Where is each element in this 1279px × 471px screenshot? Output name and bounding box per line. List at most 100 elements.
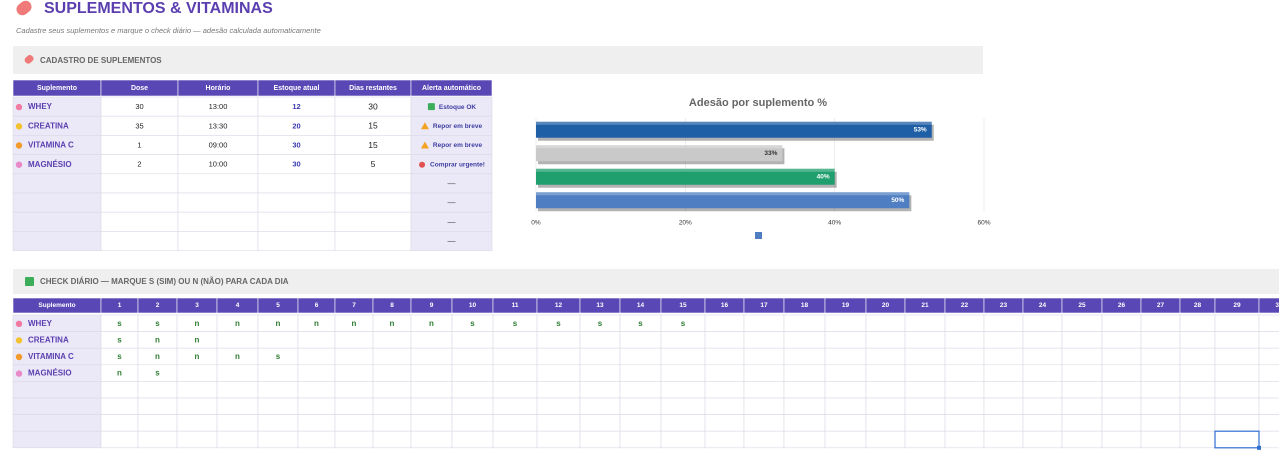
cell (619, 347, 662, 366)
header-label: Alerta automático (422, 85, 481, 92)
header-label: 28 (1194, 302, 1202, 309)
cell (12, 314, 102, 332)
row-icon (15, 123, 23, 130)
cell (451, 331, 494, 349)
cell (1140, 414, 1181, 432)
cell (1022, 364, 1063, 382)
cell (944, 430, 985, 449)
row-icon (15, 353, 23, 361)
cell (536, 331, 581, 349)
check-mark: s (117, 352, 122, 361)
header-label: 22 (961, 302, 969, 309)
cell (372, 331, 412, 349)
alert: — (448, 179, 456, 188)
header-label: 13 (596, 302, 604, 309)
alert: — (448, 198, 456, 207)
cell (372, 414, 412, 432)
alert: — (448, 217, 456, 226)
cell (1022, 347, 1063, 366)
header-label: 1 (118, 302, 122, 309)
check-mark: s (513, 319, 518, 328)
cell (1022, 397, 1063, 415)
cell (137, 397, 178, 415)
cell (492, 397, 538, 415)
cell (983, 331, 1024, 349)
row-icon (15, 370, 23, 377)
header-label: 6 (315, 302, 319, 309)
cell (334, 211, 412, 232)
cell (257, 430, 299, 449)
check-mark: s (470, 319, 475, 328)
check-mark: n (195, 352, 200, 361)
cell (704, 364, 745, 382)
cell (100, 192, 179, 213)
cell (100, 381, 139, 399)
header-label: 27 (1157, 302, 1165, 309)
stock: 30 (292, 160, 300, 169)
header-label: 10 (469, 302, 477, 309)
bar-highlight (536, 168, 835, 172)
days-left: 15 (368, 140, 378, 150)
alert: Repor em breve (433, 123, 483, 130)
cell (216, 414, 259, 432)
bar-highlight (536, 192, 910, 196)
cell (579, 430, 621, 449)
cell (137, 381, 178, 399)
cell (1101, 414, 1142, 432)
bar (536, 145, 783, 162)
cell (865, 347, 906, 366)
cell (579, 414, 621, 432)
cell (743, 364, 785, 382)
row-icon (15, 161, 23, 168)
check-mark: s (681, 319, 686, 328)
cell (944, 314, 985, 332)
cell (12, 231, 102, 251)
cell (257, 211, 336, 232)
row-icon (15, 103, 23, 111)
check-mark: n (117, 369, 122, 378)
cell (176, 364, 218, 382)
legend-marker (755, 232, 762, 239)
cell (1061, 430, 1103, 449)
cell (334, 347, 374, 366)
cell (1258, 314, 1279, 332)
cell (216, 381, 259, 399)
cell (579, 364, 621, 382)
cell (865, 381, 906, 399)
check-mark: n (390, 319, 395, 328)
cell (1140, 331, 1181, 349)
page-subtitle: Cadastre seus suplementos e marque o che… (16, 26, 321, 35)
cell (983, 397, 1024, 415)
header-label: 5 (276, 302, 280, 309)
cell (536, 430, 581, 449)
cell (372, 381, 412, 399)
cell (12, 96, 102, 117)
time: 10:00 (209, 160, 228, 169)
cell (12, 397, 102, 415)
cell (297, 414, 336, 432)
cell (492, 364, 538, 382)
bar (536, 192, 910, 209)
cell (1258, 397, 1279, 415)
supplement-name: VITAMINA C (28, 141, 74, 150)
check-mark: s (598, 319, 603, 328)
cell (824, 364, 867, 382)
dose: 2 (137, 160, 141, 169)
supplement-name: WHEY (28, 102, 53, 111)
cell (944, 414, 985, 432)
dose: 35 (135, 121, 143, 130)
cell (1061, 347, 1103, 366)
chart-title: Adesão por suplemento % (689, 97, 827, 109)
cell (451, 414, 494, 432)
cell (1140, 314, 1181, 332)
value-label: 53% (914, 126, 927, 133)
cell (177, 231, 259, 251)
header-label: 21 (921, 302, 929, 309)
cell (783, 331, 826, 349)
cell (619, 414, 662, 432)
cell (1140, 397, 1181, 415)
cell (137, 414, 178, 432)
cell (334, 231, 412, 251)
cell (1022, 414, 1063, 432)
cell (783, 430, 826, 449)
